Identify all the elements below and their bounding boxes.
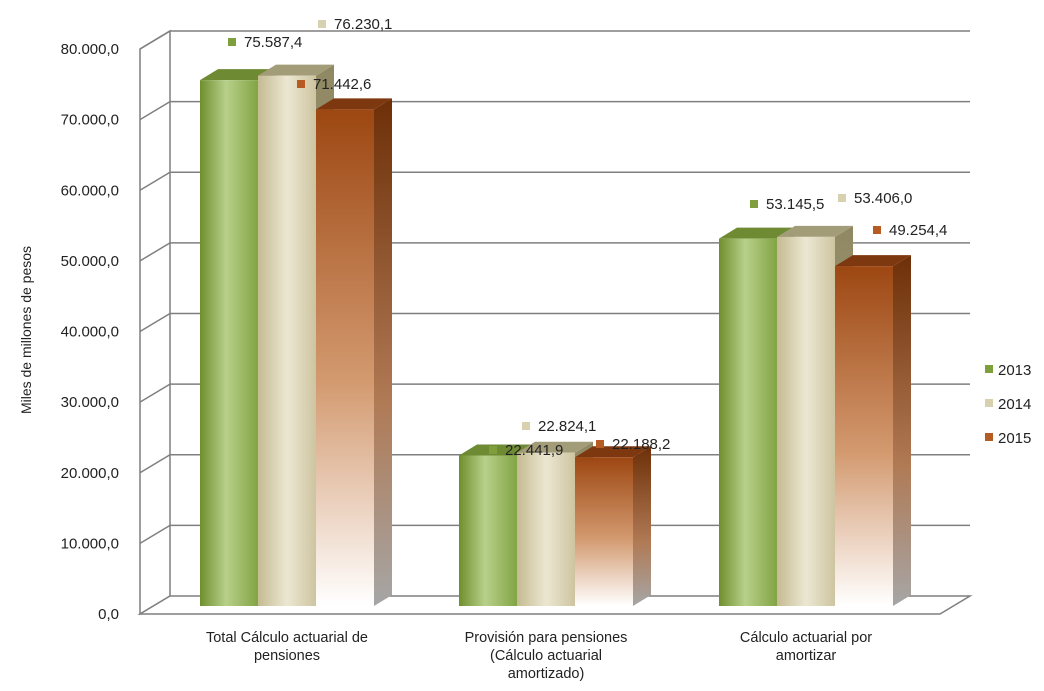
label-marker: [838, 194, 846, 202]
legend-marker: [985, 365, 993, 373]
legend-label: 2014: [998, 396, 1031, 413]
bar-side: [893, 255, 911, 606]
x-axis-categories: Total Cálculo actuarial de pensiones Provi…: [206, 630, 872, 682]
data-label-2013-0: 75.587,4: [228, 34, 302, 51]
data-label: 22.188,2: [612, 436, 670, 453]
bar-front: [316, 109, 374, 606]
label-marker: [596, 440, 604, 448]
gridline-diagonal: [139, 454, 171, 474]
y-tick-label: 60.000,0: [61, 182, 119, 199]
y-tick-label: 0,0: [98, 606, 119, 623]
data-label-2014-0: 76.230,1: [318, 16, 392, 33]
y-tick-label: 50.000,0: [61, 253, 119, 270]
gridline-diagonal: [139, 383, 171, 403]
label-marker: [228, 38, 236, 46]
category-label-line: Cálculo actuarial por: [740, 630, 872, 646]
category-label-line: Provisión para pensiones: [465, 630, 628, 646]
bar-front: [258, 75, 316, 606]
bar-side: [374, 98, 392, 606]
category-label-line: Total Cálculo actuarial de: [206, 630, 368, 646]
data-label: 53.145,5: [766, 196, 824, 213]
data-label-2015-1: 22.188,2: [596, 436, 670, 453]
y-tick-label: 40.000,0: [61, 324, 119, 341]
category-label: Cálculo actuarial por amortizar: [740, 630, 872, 664]
data-label-2014-1: 22.824,1: [522, 418, 596, 435]
bar-top: [719, 227, 795, 239]
data-label-2013-1: 22.441,9: [489, 442, 563, 459]
data-label: 75.587,4: [244, 34, 302, 51]
y-tick-label: 70.000,0: [61, 112, 119, 129]
bars: [200, 64, 911, 606]
bar-2015-0: [316, 98, 392, 606]
y-tick-label: 80.000,0: [61, 41, 119, 58]
bar-top: [835, 255, 911, 267]
bar-2015-1: [575, 446, 651, 606]
label-marker: [297, 80, 305, 88]
category-label: Provisión para pensiones (Cálculo actuari…: [465, 630, 628, 682]
gridline-diagonal: [139, 171, 171, 191]
data-label: 71.442,6: [313, 76, 371, 93]
bar-front: [200, 80, 258, 606]
bar-front: [459, 455, 517, 606]
category-label-line: pensiones: [254, 648, 320, 664]
bar-front: [517, 452, 575, 606]
legend-item-2014: 2014: [985, 396, 1031, 413]
label-marker: [873, 226, 881, 234]
data-label-2013-2: 53.145,5: [750, 196, 824, 213]
legend-marker: [985, 399, 993, 407]
data-label: 49.254,4: [889, 222, 947, 239]
bar-front: [835, 266, 893, 606]
label-marker: [318, 20, 326, 28]
category-label-line: amortizar: [776, 648, 837, 664]
gridline-diagonal: [139, 242, 171, 262]
data-label-2015-2: 49.254,4: [873, 222, 947, 239]
data-label: 22.441,9: [505, 442, 563, 459]
bar-front: [719, 238, 777, 606]
bar-top: [777, 225, 853, 237]
y-axis-ticks: 0,0 10.000,0 20.000,0 30.000,0 40.000,0 50.00…: [61, 41, 119, 623]
label-marker: [522, 422, 530, 430]
category-label-line: (Cálculo actuarial: [490, 648, 602, 664]
y-tick-label: 30.000,0: [61, 394, 119, 411]
legend-item-2015: 2015: [985, 430, 1031, 447]
bar-2015-2: [835, 255, 911, 606]
legend-item-2013: 2013: [985, 362, 1031, 379]
bar-top: [517, 441, 593, 453]
bar-side: [633, 446, 651, 606]
category-label: Total Cálculo actuarial de pensiones: [206, 630, 368, 664]
category-label-line: amortizado): [508, 666, 585, 682]
data-label-2014-2: 53.406,0: [838, 190, 912, 207]
gridline-diagonal: [139, 100, 171, 121]
data-label: 53.406,0: [854, 190, 912, 207]
bar-front: [777, 236, 835, 606]
legend: 2013 2014 2015: [985, 362, 1031, 447]
data-labels: 75.587,4 76.230,1 71.442,6 22.441,9 22.824,1…: [228, 16, 947, 459]
bar-top: [575, 446, 651, 458]
y-tick-label: 20.000,0: [61, 465, 119, 482]
gridline-diagonal: [139, 524, 171, 545]
data-label: 22.824,1: [538, 418, 596, 435]
gridline-diagonal: [139, 30, 171, 50]
label-marker: [750, 200, 758, 208]
data-label-2015-0: 71.442,6: [297, 76, 371, 93]
legend-marker: [985, 433, 993, 441]
data-label: 76.230,1: [334, 16, 392, 33]
bar-front: [575, 457, 633, 606]
bar-top: [316, 98, 392, 110]
y-tick-label: 10.000,0: [61, 535, 119, 552]
legend-label: 2015: [998, 430, 1031, 447]
bar-top: [258, 64, 334, 76]
bar-top: [200, 69, 276, 81]
legend-label: 2013: [998, 362, 1031, 379]
y-axis-label: Miles de millones de pesos: [18, 246, 34, 414]
label-marker: [489, 446, 497, 454]
gridline-diagonal: [139, 312, 171, 333]
